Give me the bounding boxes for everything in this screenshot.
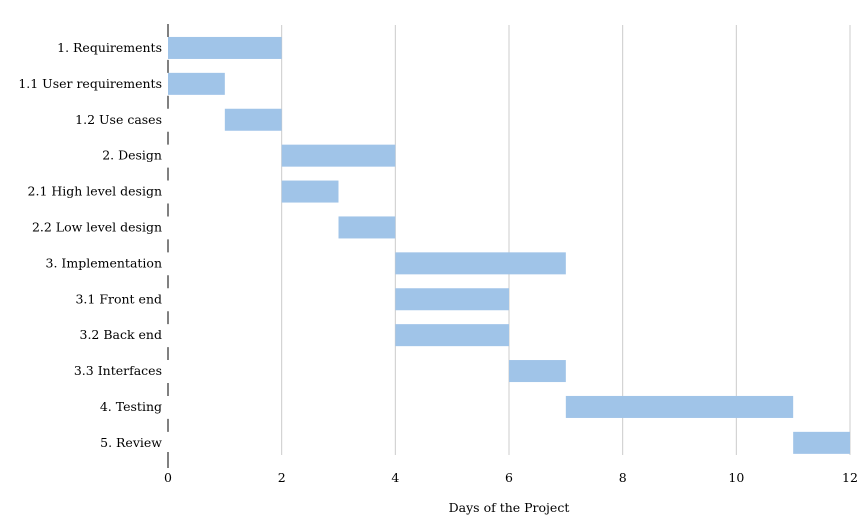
task-label: 3.1 Front end xyxy=(75,291,162,306)
grid-lines xyxy=(281,25,851,455)
task-bar xyxy=(224,108,282,131)
task-bar xyxy=(509,360,566,383)
task-label: 1. Requirements xyxy=(57,40,162,55)
task-label: 2. Design xyxy=(102,148,162,163)
x-tick-label: 2 xyxy=(278,470,286,485)
task-bar xyxy=(565,395,794,418)
x-axis-ticks: 0 2 4 6 8 10 12 xyxy=(164,470,858,485)
y-axis: 1. Requirements 1.1 User requirements 1.2 … xyxy=(18,24,169,468)
task-bar xyxy=(395,324,509,347)
task-bar xyxy=(395,288,509,311)
x-tick-label: 4 xyxy=(391,470,399,485)
task-label: 3. Implementation xyxy=(46,255,162,270)
task-bar xyxy=(168,36,282,59)
x-tick-label: 0 xyxy=(164,470,172,485)
task-label: 4. Testing xyxy=(100,399,162,414)
x-tick-label: 6 xyxy=(505,470,513,485)
task-bar xyxy=(281,144,396,167)
task-label: 3.3 Interfaces xyxy=(74,363,162,378)
task-bar xyxy=(793,431,850,454)
x-tick-label: 8 xyxy=(619,470,627,485)
task-bar xyxy=(281,180,339,203)
task-bar xyxy=(168,72,225,95)
x-tick-label: 10 xyxy=(728,470,744,485)
task-bar xyxy=(338,216,396,239)
task-label: 5. Review xyxy=(100,435,162,450)
task-label: 1.1 User requirements xyxy=(18,76,162,91)
task-bars xyxy=(168,36,850,454)
task-label: 3.2 Back end xyxy=(80,327,163,342)
x-axis-label: Days of the Project xyxy=(449,500,570,515)
task-bar xyxy=(395,252,566,275)
task-label: 2.2 Low level design xyxy=(32,219,162,234)
task-label: 1.2 Use cases xyxy=(75,112,162,127)
task-label: 2.1 High level design xyxy=(28,184,162,199)
x-tick-label: 12 xyxy=(842,470,858,485)
